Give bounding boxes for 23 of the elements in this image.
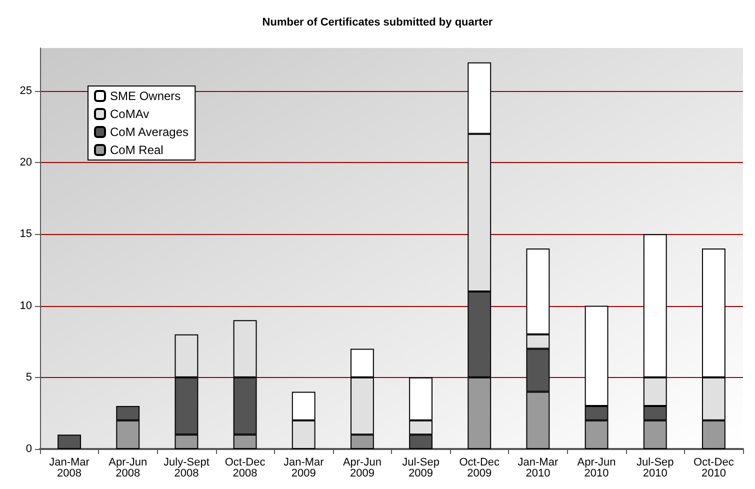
- x-tick-label: Oct-Dec 2008: [224, 456, 266, 480]
- y-tick-label: 20: [20, 156, 32, 169]
- x-tick-label: Apr-Jun 2009: [342, 456, 382, 480]
- x-tick-label: Oct-Dec 2009: [459, 456, 500, 480]
- legend-label: CoM Averages: [110, 125, 188, 139]
- legend-label: SME Owners: [110, 89, 181, 103]
- chart-title: Number of Certificates submitted by quarter: [262, 16, 494, 28]
- y-tick-label: 15: [20, 228, 32, 240]
- x-tick-label: Oct-Dec 2010: [694, 456, 734, 480]
- y-tick-label: 25: [20, 84, 32, 97]
- legend-label: CoMAv: [110, 107, 150, 121]
- legend-label: CoM Real: [110, 143, 164, 157]
- x-tick-label: Jan-Mar 2008: [49, 456, 90, 480]
- x-tick-label: Jul-Sep 2010: [636, 456, 674, 480]
- x-tick-label: Apr-Jun 2008: [108, 456, 148, 480]
- x-tick-label: July-Sept 2008: [164, 456, 210, 480]
- y-tick-label: 10: [20, 300, 32, 312]
- x-tick-label: Jan-Mar 2009: [283, 456, 324, 480]
- x-tick-label: Jan-Mar 2010: [518, 456, 558, 480]
- x-tick-label: Apr-Jun 2010: [577, 456, 616, 480]
- y-tick-label: 5: [26, 371, 32, 384]
- x-tick-label: Jul-Sep 2009: [402, 456, 440, 480]
- y-tick-label: 0: [26, 443, 32, 455]
